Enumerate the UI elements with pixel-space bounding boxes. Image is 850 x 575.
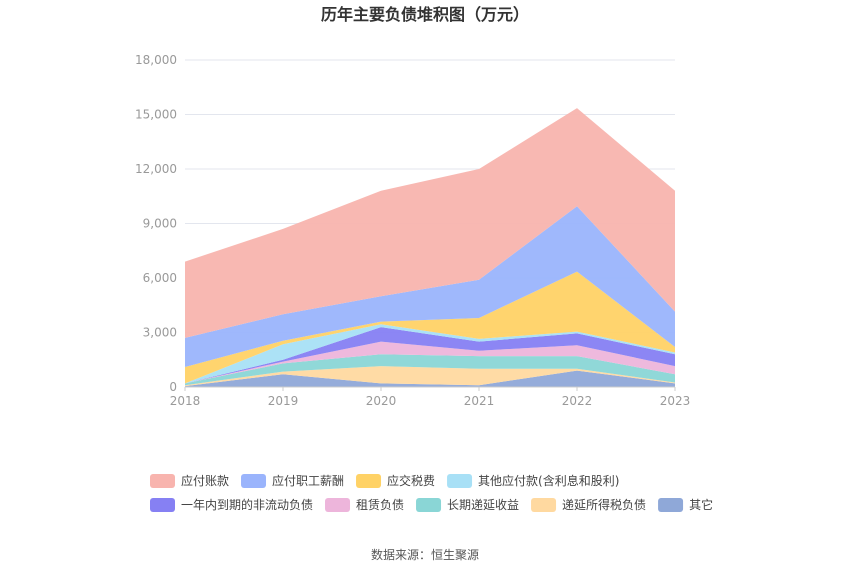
legend-item[interactable]: 递延所得税负债 — [531, 497, 646, 512]
area-series-一年内到期的非流动负债 — [185, 327, 675, 384]
legend-item[interactable]: 一年内到期的非流动负债 — [150, 497, 313, 512]
y-tick-label: 9,000 — [143, 217, 177, 231]
x-tick-label: 2023 — [660, 394, 691, 408]
axes: 0 3,000 6,000 9,000 12,000 15,000 18,000 2018 20… — [135, 53, 690, 408]
area-series-租赁负债 — [185, 341, 675, 384]
legend-item[interactable]: 长期递延收益 — [416, 498, 519, 512]
area-series-长期递延收益 — [185, 354, 675, 386]
legend-label: 递延所得税负债 — [562, 497, 646, 512]
y-tick-label: 0 — [169, 380, 177, 394]
legend-item[interactable]: 应付账款 — [150, 473, 229, 488]
area-series-递延所得税负债 — [185, 366, 675, 387]
legend-item[interactable]: 应交税费 — [356, 473, 435, 488]
legend-swatch — [150, 498, 175, 512]
y-tick-label: 12,000 — [135, 162, 177, 176]
legend-item[interactable]: 应付职工薪酬 — [241, 473, 344, 488]
x-tick-label: 2020 — [366, 394, 397, 408]
legend-swatch — [531, 498, 557, 512]
legend-label: 应付账款 — [181, 473, 229, 488]
area-series-应付职工薪酬 — [185, 206, 675, 367]
x-tick-label: 2018 — [170, 394, 201, 408]
legend-label: 长期递延收益 — [447, 498, 519, 512]
legend-label: 应交税费 — [387, 473, 435, 488]
legend-label: 应付职工薪酬 — [272, 473, 344, 488]
area-series-其他应付款(含利息和股利) — [185, 324, 675, 384]
chart-title: 历年主要负债堆积图（万元） — [321, 5, 529, 24]
legend-swatch — [241, 474, 267, 488]
legend-swatch — [447, 474, 473, 488]
legend-swatch — [416, 498, 442, 512]
y-tick-label: 3,000 — [143, 326, 177, 340]
legend-swatch — [658, 498, 684, 512]
legend-label: 其它 — [689, 497, 713, 512]
area-series-其它 — [185, 370, 675, 387]
legend-swatch — [325, 498, 351, 512]
legend-item[interactable]: 其他应付款(含利息和股利) — [447, 473, 619, 488]
area-series-group — [185, 108, 675, 387]
legend: 应付账款 应付职工薪酬 应交税费 其他应付款(含利息和股利) 一年内到期的非流动负债 租赁… — [150, 473, 713, 512]
legend-label: 一年内到期的非流动负债 — [181, 497, 313, 512]
y-tick-label: 6,000 — [143, 271, 177, 285]
y-tick-label: 15,000 — [135, 108, 177, 122]
data-source: 数据来源：恒生聚源 — [371, 547, 479, 562]
legend-swatch — [356, 474, 382, 488]
x-tick-label: 2019 — [268, 394, 299, 408]
area-series-应交税费 — [185, 271, 675, 384]
legend-label: 租赁负债 — [356, 498, 404, 512]
area-series-应付账款 — [185, 108, 675, 338]
legend-label: 其他应付款(含利息和股利) — [478, 473, 619, 488]
x-tick-label: 2022 — [562, 394, 593, 408]
y-tick-label: 18,000 — [135, 53, 177, 67]
legend-item[interactable]: 其它 — [658, 497, 713, 512]
x-tick-label: 2021 — [464, 394, 495, 408]
legend-swatch — [150, 474, 175, 488]
legend-item[interactable]: 租赁负债 — [325, 498, 404, 512]
